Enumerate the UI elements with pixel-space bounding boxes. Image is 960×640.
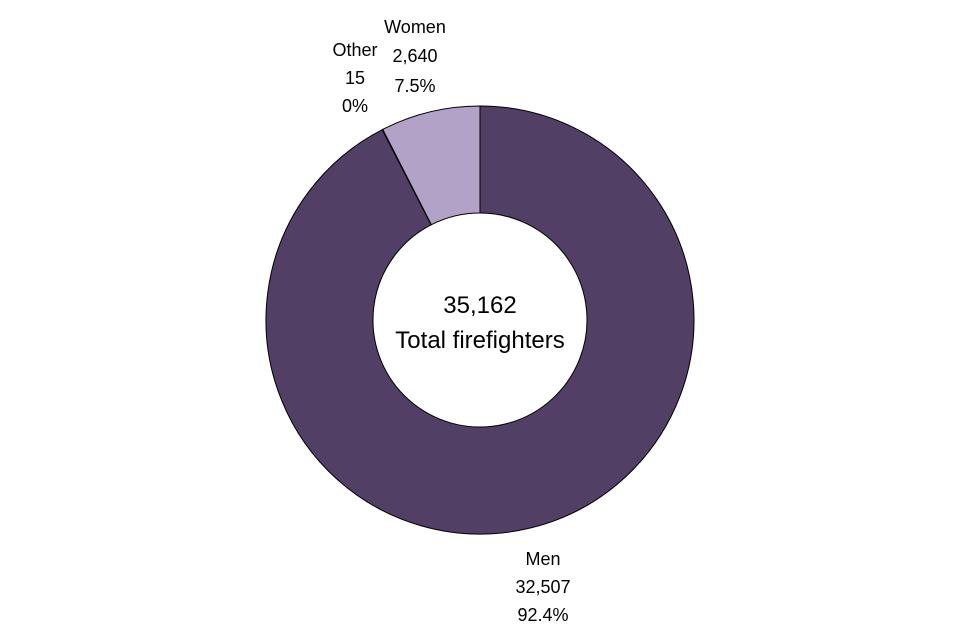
center-caption: Total firefighters xyxy=(395,327,564,354)
slice-name-label: Women xyxy=(384,17,446,37)
data-label-women: Women 2,640 7.5% xyxy=(384,17,446,96)
center-label: 35,162 Total firefighters xyxy=(395,292,564,354)
slice-value-label: 32,507 xyxy=(515,577,570,597)
donut-slice-women xyxy=(382,105,481,226)
slice-name-label: Men xyxy=(525,549,560,569)
slice-percent-label: 92.4% xyxy=(517,605,568,625)
data-label-men: Men 32,507 92.4% xyxy=(515,549,570,625)
slice-value-label: 15 xyxy=(345,68,365,88)
donut-slices xyxy=(265,105,695,535)
slice-percent-label: 7.5% xyxy=(394,76,435,96)
slice-value-label: 2,640 xyxy=(392,46,437,66)
slice-percent-label: 0% xyxy=(342,96,368,116)
center-total: 35,162 xyxy=(443,292,516,319)
donut-slice-men xyxy=(265,105,695,535)
slice-name-label: Other xyxy=(332,40,377,60)
data-label-other: Other 15 0% xyxy=(332,40,377,116)
